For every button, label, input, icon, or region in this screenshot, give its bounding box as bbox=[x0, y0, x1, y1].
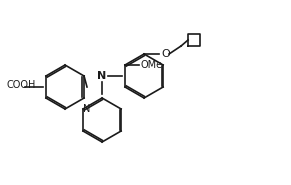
Text: N: N bbox=[97, 71, 107, 81]
Text: O: O bbox=[161, 49, 170, 59]
Text: OMe: OMe bbox=[141, 60, 163, 70]
Text: COOH: COOH bbox=[7, 80, 36, 90]
Text: N: N bbox=[83, 104, 91, 114]
